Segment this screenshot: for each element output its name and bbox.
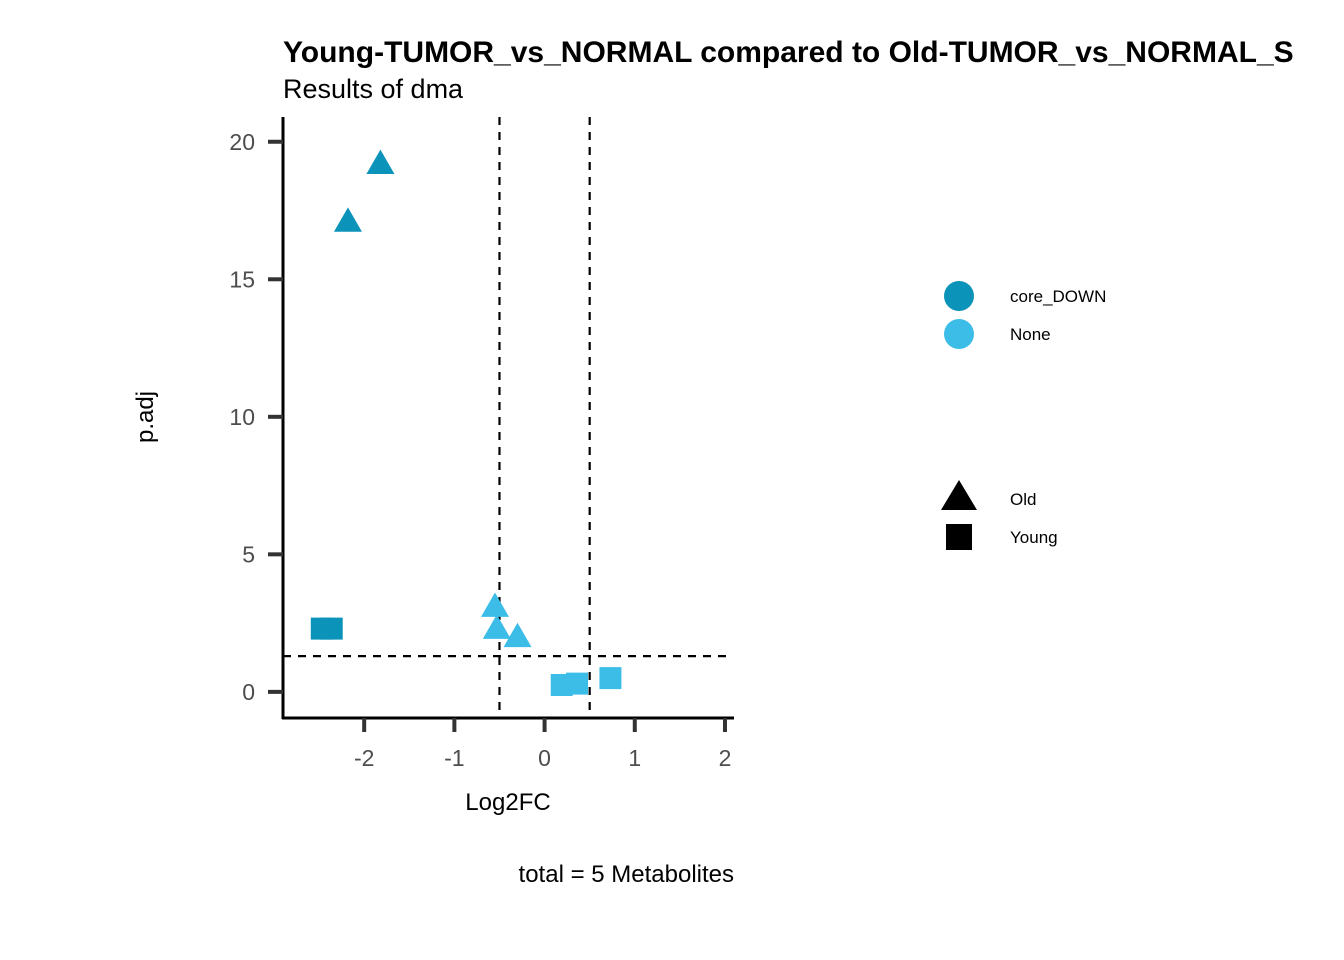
legend-label: None [1010, 325, 1051, 344]
x-tick-label: 2 [719, 745, 732, 771]
x-tick-label: -1 [444, 745, 464, 771]
point-triangle-core_DOWN [366, 149, 395, 175]
chart-subtitle: Results of dma [283, 74, 464, 104]
point-square-None [566, 672, 589, 695]
point-triangle-None [482, 614, 511, 639]
legend-key-None [944, 319, 974, 349]
y-tick-label: 0 [242, 679, 255, 705]
legend-key-core_DOWN [944, 281, 974, 311]
point-triangle-core_DOWN [333, 207, 362, 232]
legend-label: core_DOWN [1010, 287, 1106, 306]
legend-key-Old [941, 480, 977, 510]
point-square-core_DOWN [320, 617, 343, 640]
point-square-None [599, 667, 622, 690]
legend-label: Young [1010, 528, 1058, 547]
x-tick-label: 1 [628, 745, 641, 771]
x-tick-label: 0 [538, 745, 551, 771]
legend-key-Young [946, 524, 972, 550]
x-tick-label: -2 [354, 745, 374, 771]
y-tick-label: 20 [229, 129, 255, 155]
point-triangle-None [503, 622, 532, 648]
legend: core_DOWN None Old Young [941, 281, 1106, 550]
chart-caption: total = 5 Metabolites [519, 861, 734, 888]
x-axis-title: Log2FC [465, 789, 550, 816]
reference-lines [283, 117, 727, 718]
legend-label: Old [1010, 490, 1036, 509]
chart-title: Young-TUMOR_vs_NORMAL compared to Old-TU… [283, 36, 1294, 69]
point-triangle-None [480, 592, 509, 617]
y-tick-label: 5 [242, 541, 255, 567]
y-axis-title: p.adj [132, 391, 159, 443]
y-tick-label: 10 [229, 404, 255, 430]
y-tick-label: 15 [229, 266, 255, 292]
axes [281, 117, 734, 720]
data-points [310, 149, 622, 696]
